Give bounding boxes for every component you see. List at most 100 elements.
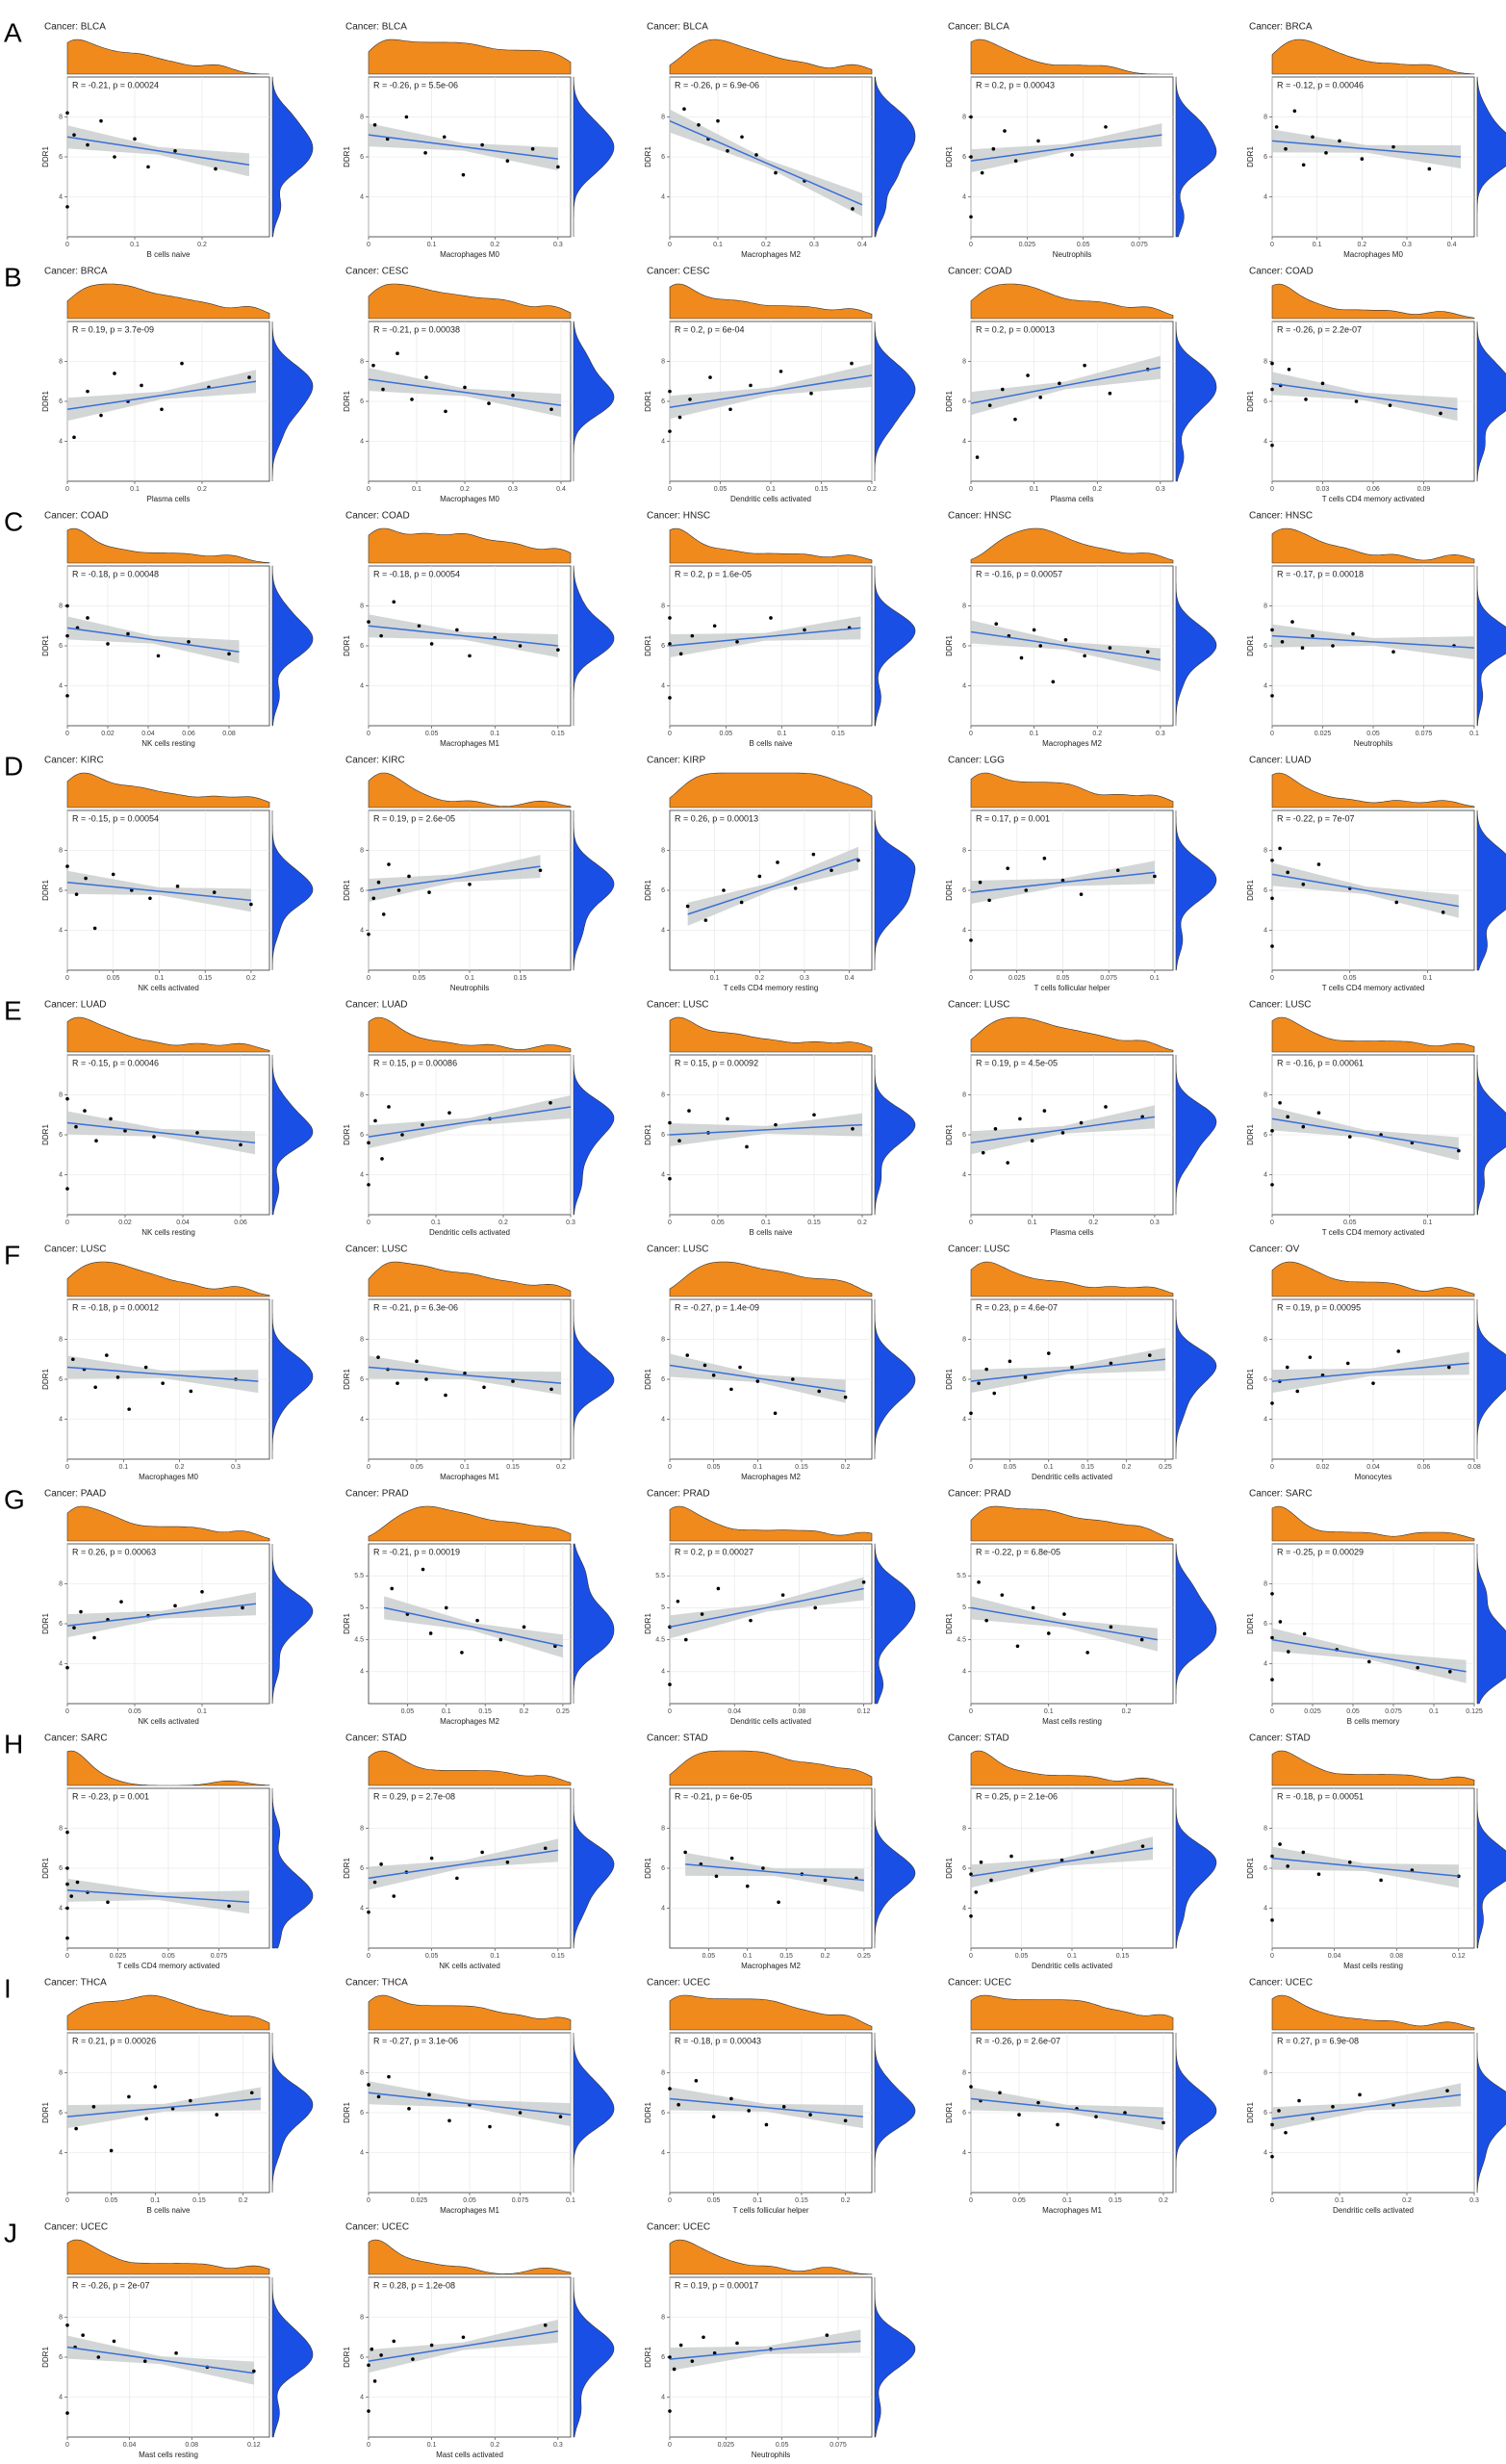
point xyxy=(994,622,999,626)
y-density xyxy=(874,2033,916,2193)
x-tick-label: 0 xyxy=(969,2197,973,2204)
point xyxy=(376,1355,380,1359)
fit-line xyxy=(1271,1638,1467,1673)
point xyxy=(372,123,377,127)
point xyxy=(987,403,992,407)
point xyxy=(65,1906,69,1911)
point xyxy=(1278,846,1282,851)
x-tick-label: 0.1 xyxy=(1423,1219,1433,1226)
panel: Cancer: LUSC 0 0.1 0.2 0.3 4 6 8 R = 0.19, p = 4… xyxy=(945,1000,1217,1237)
stat-annotation: R = 0.26, p = 0.00013 xyxy=(675,813,758,823)
y-density xyxy=(874,809,916,970)
point xyxy=(1445,2089,1449,2092)
x-axis-label: Mast cells resting xyxy=(139,2451,198,2459)
point xyxy=(404,115,409,119)
point xyxy=(969,1872,973,1877)
x-density xyxy=(66,283,270,320)
point xyxy=(1046,1631,1051,1635)
y-tick-label: 6 xyxy=(59,887,63,894)
x-tick-label: 0.3 xyxy=(800,975,809,982)
x-axis-label: B cells naive xyxy=(750,1228,793,1237)
point xyxy=(1278,1620,1283,1624)
x-tick-label: 0.05 xyxy=(463,2197,476,2204)
point xyxy=(65,2411,69,2415)
point xyxy=(702,2335,705,2340)
stat-annotation: R = 0.19, p = 0.00095 xyxy=(1277,1302,1361,1312)
x-tick-label: 0.1 xyxy=(130,242,140,248)
point xyxy=(498,1637,503,1642)
point xyxy=(984,1618,988,1623)
panel-title: Cancer: STAD xyxy=(345,1733,407,1744)
point xyxy=(1036,2100,1040,2105)
point xyxy=(444,409,447,414)
fit-line xyxy=(669,2097,863,2118)
x-density xyxy=(1271,772,1475,808)
x-tick-label: 0.2 xyxy=(1357,242,1366,248)
fit-line xyxy=(970,134,1162,162)
point xyxy=(981,1150,985,1155)
point xyxy=(1270,1854,1274,1859)
point xyxy=(1001,387,1005,392)
point xyxy=(475,1618,479,1623)
point xyxy=(130,888,134,892)
y-tick-label: 4 xyxy=(360,1171,364,1178)
x-tick-label: 0.05 xyxy=(1015,1953,1029,1960)
point xyxy=(1439,411,1442,416)
point xyxy=(170,2107,175,2111)
x-tick-label: 0.2 xyxy=(239,2197,248,2204)
point xyxy=(1094,2115,1098,2118)
y-tick-label: 8 xyxy=(59,1825,63,1832)
point xyxy=(195,1131,199,1135)
y-tick-label: 4 xyxy=(360,1416,364,1423)
point xyxy=(522,1625,526,1630)
y-tick-label: 6 xyxy=(1264,643,1267,650)
panel-title: Cancer: STAD xyxy=(1249,1733,1311,1744)
point xyxy=(1391,650,1395,654)
x-axis-label: Macrophages M0 xyxy=(139,1473,198,1481)
x-tick-label: 0.05 xyxy=(1004,1464,1017,1471)
x-tick-label: 0.1 xyxy=(460,1464,470,1471)
x-axis-label: Neutrophils xyxy=(450,984,489,992)
point xyxy=(376,880,381,885)
point xyxy=(123,1129,127,1133)
y-tick-label: 4 xyxy=(59,438,63,445)
x-tick-label: 0.1 xyxy=(1028,1219,1037,1226)
point xyxy=(1140,1844,1145,1848)
point xyxy=(530,146,535,151)
point xyxy=(480,1850,484,1855)
point xyxy=(156,654,161,658)
point xyxy=(392,1894,396,1898)
panel-title: Cancer: HNSC xyxy=(647,511,710,522)
panel: Cancer: OV 0 0.02 0.04 0.06 0.08 4 6 8 R = 0.19, … xyxy=(1246,1245,1506,1481)
x-density xyxy=(970,1750,1174,1786)
x-density xyxy=(669,772,873,808)
point xyxy=(65,205,69,209)
stat-annotation: R = -0.27, p = 1.4e-09 xyxy=(675,1302,759,1312)
y-tick-label: 8 xyxy=(360,1091,364,1098)
point xyxy=(65,694,69,698)
y-density xyxy=(1476,76,1506,237)
x-density xyxy=(66,38,270,75)
point xyxy=(1394,900,1399,905)
x-axis-label: Macrophages M2 xyxy=(440,1717,499,1726)
point xyxy=(1070,1365,1074,1370)
x-tick-label: 0.15 xyxy=(514,975,527,982)
point xyxy=(991,146,996,151)
point xyxy=(556,648,560,652)
y-density xyxy=(1476,1055,1506,1216)
panel: Cancer: LUSC 0 0.05 0.1 0.15 0.2 0.25 4 6 8 R = 0.… xyxy=(945,1245,1217,1481)
point xyxy=(81,2333,85,2337)
x-tick-label: 0.4 xyxy=(556,486,566,493)
x-tick-label: 0.15 xyxy=(795,2197,808,2204)
x-tick-label: 0 xyxy=(668,242,672,248)
x-tick-label: 0.05 xyxy=(711,1219,725,1226)
y-tick-label: 4 xyxy=(962,1416,966,1423)
x-tick-label: 0 xyxy=(367,2442,370,2449)
panel: Cancer: BLCA 0 0.1 0.2 4 6 8 R = -0.21, p = 0.0… xyxy=(41,22,314,259)
y-tick-label: 6 xyxy=(59,154,63,161)
point xyxy=(376,2094,381,2099)
point xyxy=(1311,2117,1315,2121)
x-density xyxy=(66,1505,270,1542)
y-density xyxy=(1476,809,1506,971)
y-tick-label: 8 xyxy=(1264,603,1267,609)
